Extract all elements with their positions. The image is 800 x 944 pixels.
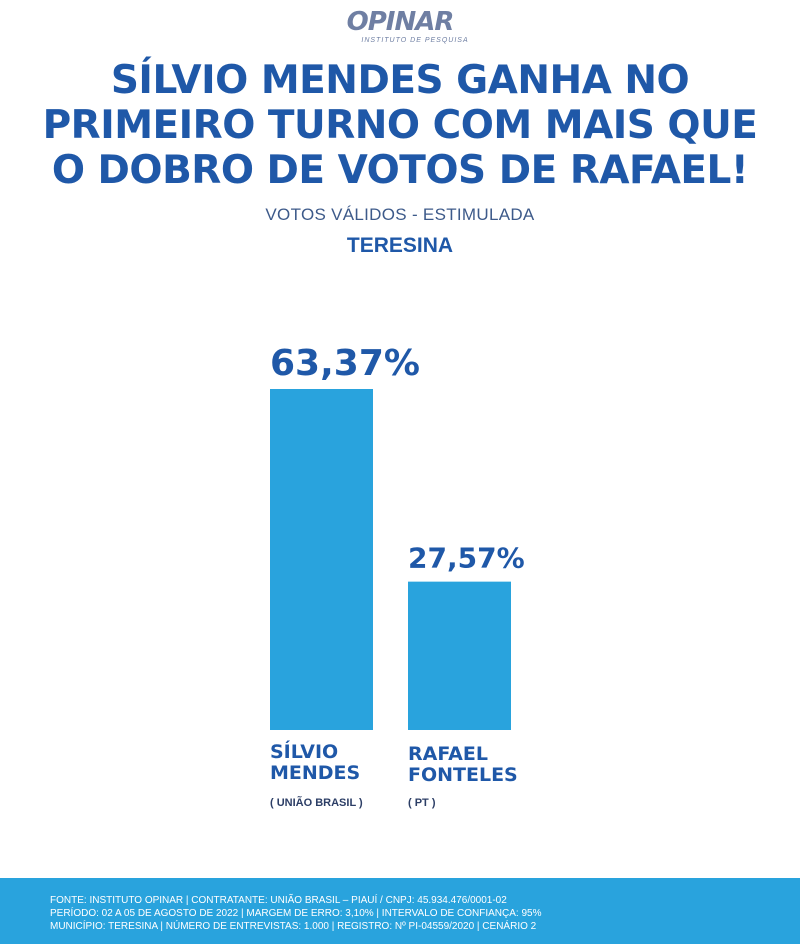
footer-source: FONTE: INSTITUTO OPINAR | CONTRATANTE: U… (50, 895, 507, 906)
opinar-logo: OPINAR INSTITUTO DE PESQUISA (0, 8, 800, 45)
bar-chart: 63,37% 27,57% (270, 343, 525, 730)
headline: SÍLVIO MENDES GANHA NO PRIMEIRO TURNO CO… (42, 58, 758, 193)
footer-period: PERÍODO: 02 A 05 DE AGOSTO DE 2022 | MAR… (50, 908, 542, 919)
bar-silvio (270, 389, 373, 730)
city-label: TERESINA (346, 234, 454, 257)
candidate-name-rafael: RAFAEL FONTELES (408, 743, 518, 786)
candidate-name-silvio: SÍLVIO MENDES (270, 741, 361, 784)
bar-value-label-rafael: 27,57% (408, 542, 525, 575)
candidate-party-rafael: ( PT ) (408, 797, 436, 809)
logo-wordmark: OPINAR (346, 7, 455, 37)
footer-sample: MUNICÍPIO: TERESINA | NÚMERO DE ENTREVIS… (50, 921, 537, 932)
chart-subtitle: VOTOS VÁLIDOS - ESTIMULADA (265, 205, 535, 224)
bar-rafael (408, 581, 511, 730)
bar-value-label-silvio: 63,37% (270, 343, 420, 384)
footer-banner: FONTE: INSTITUTO OPINAR | CONTRATANTE: U… (0, 878, 800, 944)
candidate-party-silvio: ( UNIÃO BRASIL ) (270, 797, 363, 809)
logo-tagline: INSTITUTO DE PESQUISA (361, 37, 469, 44)
